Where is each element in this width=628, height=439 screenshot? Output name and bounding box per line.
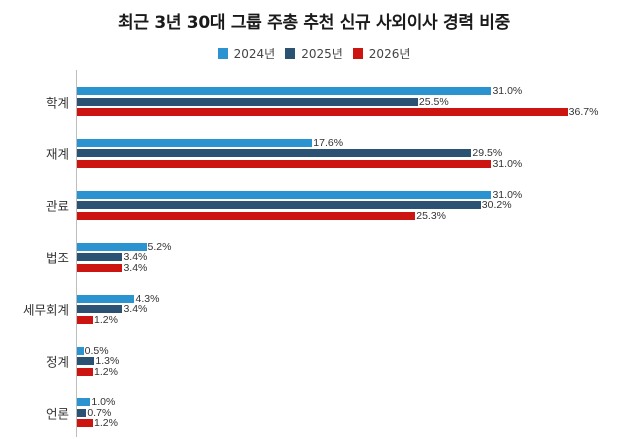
bar-2024년 [77,138,313,147]
value-label: 25.5% [418,95,449,108]
legend-item-2024: 2024년 [217,45,276,62]
bar-2024년 [77,294,135,303]
value-label: 4.3% [135,292,160,305]
bar-2025년 [77,201,481,210]
category-label: 정계 [45,354,69,370]
value-label: 3.4% [123,251,148,264]
bar-2024년 [77,242,147,251]
value-label: 1.2% [94,313,118,326]
value-label: 1.2% [94,365,118,378]
value-label: 0.7% [87,406,112,419]
bar-2026년 [77,108,568,116]
value-label: 3.4% [123,303,148,316]
bar-2025년 [77,408,87,417]
legend-item-2025: 2025년 [285,45,343,62]
legend-swatch-2025 [285,48,296,59]
bar-2026년 [77,211,416,220]
value-label: 3.4% [123,261,148,274]
chart-title: 최근 3년 30대 그룹 주총 추천 신규 사외이사 경력 비중 [118,13,510,33]
bar-2024년 [77,87,492,95]
bar-2026년 [77,367,94,376]
category-label: 세무회계 [22,302,69,318]
value-label: 30.2% [481,199,512,212]
value-label: 29.5% [472,147,503,160]
legend-label-2025: 2025년 [301,47,343,61]
legend-label-2024: 2024년 [233,47,276,61]
legend-swatch-2026 [352,48,363,59]
bar-2024년 [77,398,91,407]
y-axis-line [76,70,77,437]
category-label: 관료 [45,198,69,214]
bar-2024년 [77,190,492,199]
value-label: 0.5% [84,344,109,357]
category-label: 언론 [45,406,69,422]
chart-legend: 2024년 2025년 2026년 [0,45,628,62]
value-label: 17.6% [313,136,344,149]
bar-2025년 [77,305,123,314]
value-label: 31.0% [492,157,523,170]
bar-2025년 [77,97,418,106]
bar-2026년 [77,159,492,168]
bar-2025년 [77,357,95,365]
bar-2026년 [77,315,94,324]
value-label: 36.7% [568,106,599,118]
bar-2026년 [77,263,123,272]
bar-2026년 [77,419,94,428]
category-label: 법조 [45,250,69,266]
value-label: 5.2% [147,240,172,253]
value-label: 25.3% [416,209,447,222]
category-label: 학계 [45,95,69,110]
value-label: 1.2% [94,417,118,430]
bar-2025년 [77,253,123,262]
category-label: 재계 [45,146,69,162]
legend-item-2026: 2026년 [352,45,411,62]
value-label: 31.0% [492,85,523,97]
value-label: 31.0% [492,188,523,201]
legend-label-2026: 2026년 [368,47,411,61]
value-label: 1.3% [95,355,120,367]
legend-swatch-2024 [217,48,228,59]
bar-2025년 [77,149,472,158]
value-label: 1.0% [91,396,116,409]
bar-2024년 [77,346,84,355]
